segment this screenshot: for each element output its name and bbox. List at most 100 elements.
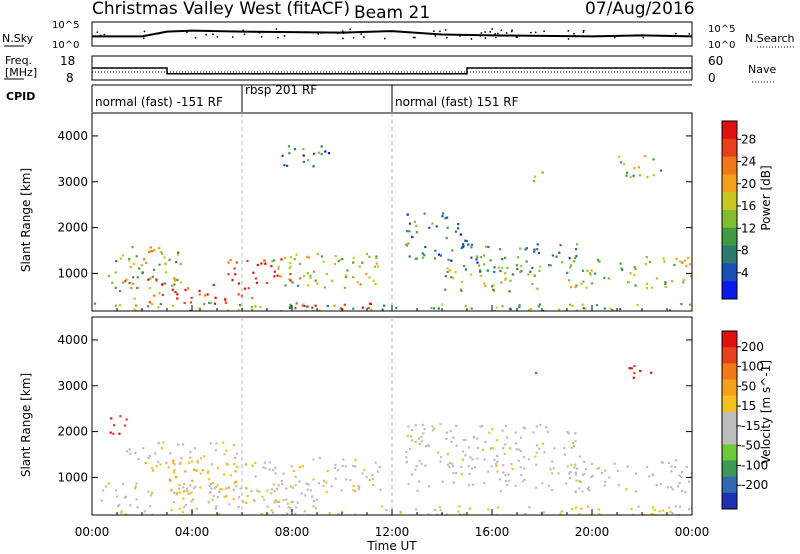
data-cell xyxy=(144,462,147,465)
data-cell xyxy=(408,448,412,451)
data-cell xyxy=(517,459,520,462)
data-cell xyxy=(296,284,299,287)
data-cell xyxy=(573,466,576,469)
x-tick-label: 04:00 xyxy=(175,525,210,539)
colorbar-segment xyxy=(722,476,737,494)
data-cell xyxy=(533,175,537,178)
data-cell xyxy=(500,281,503,284)
data-cell xyxy=(164,263,167,266)
nsky-point xyxy=(479,34,482,37)
nsky-point xyxy=(186,31,188,34)
data-cell xyxy=(470,307,473,310)
data-cell xyxy=(669,510,672,513)
data-cell xyxy=(536,287,539,290)
data-cell xyxy=(288,278,291,281)
data-cell xyxy=(677,485,680,488)
data-cell xyxy=(280,479,284,483)
data-cell xyxy=(685,465,688,469)
nsky-point xyxy=(194,36,197,39)
data-cell xyxy=(286,164,289,167)
data-cell xyxy=(291,486,295,489)
data-cell xyxy=(444,217,447,220)
data-cell xyxy=(572,260,576,263)
data-cell xyxy=(334,255,337,258)
data-cell xyxy=(574,473,578,476)
nsky-point xyxy=(510,30,513,33)
data-cell xyxy=(497,506,500,509)
data-cell xyxy=(250,490,253,493)
data-cell xyxy=(131,246,134,249)
data-cell xyxy=(331,279,334,282)
data-cell xyxy=(496,460,499,463)
data-cell xyxy=(385,509,388,512)
data-cell xyxy=(161,252,164,255)
data-cell xyxy=(423,254,426,257)
data-cell xyxy=(421,423,424,426)
data-cell xyxy=(551,488,554,492)
data-cell xyxy=(107,275,110,278)
colorbar-segment xyxy=(722,395,737,413)
colorbar-tick-label: -50 xyxy=(741,439,761,453)
data-cell xyxy=(339,307,342,310)
data-cell xyxy=(446,216,449,219)
data-cell xyxy=(251,308,254,311)
data-cell xyxy=(135,304,138,307)
data-cell xyxy=(218,490,221,493)
data-cell xyxy=(379,488,382,491)
data-cell xyxy=(172,501,175,504)
nsky-point xyxy=(349,28,352,31)
data-cell xyxy=(242,500,245,503)
data-cell xyxy=(427,513,430,515)
data-cell xyxy=(134,487,137,490)
data-cell xyxy=(645,287,648,290)
data-cell xyxy=(632,174,635,177)
data-cell xyxy=(519,247,522,250)
nsky-point xyxy=(99,34,102,37)
data-cell xyxy=(168,258,171,261)
nsky-label: N.Sky xyxy=(2,32,34,45)
data-cell xyxy=(495,465,498,468)
colorbar-segment xyxy=(722,121,737,140)
data-cell xyxy=(352,276,355,279)
data-cell xyxy=(214,296,217,299)
data-cell xyxy=(586,487,590,491)
data-cell xyxy=(193,468,196,471)
data-cell xyxy=(354,490,357,493)
data-cell xyxy=(333,466,337,470)
data-cell xyxy=(276,274,279,277)
data-cell xyxy=(478,269,482,272)
data-cell xyxy=(427,485,430,488)
data-cell xyxy=(149,494,153,497)
data-cell xyxy=(210,487,213,490)
data-cell xyxy=(452,465,455,468)
data-cell xyxy=(314,279,317,282)
data-cell xyxy=(254,461,257,464)
data-cell xyxy=(290,256,293,259)
data-cell xyxy=(546,430,549,433)
data-cell xyxy=(433,257,436,260)
nsky-point xyxy=(494,32,497,35)
data-cell xyxy=(352,485,355,488)
data-cell xyxy=(214,486,217,489)
data-cell xyxy=(475,255,478,258)
data-cell xyxy=(521,480,524,483)
data-cell xyxy=(178,507,181,510)
date-label: 07/Aug/2016 xyxy=(585,0,695,19)
data-cell xyxy=(582,280,585,283)
data-cell xyxy=(170,284,174,287)
data-cell xyxy=(290,465,293,468)
data-cell xyxy=(135,482,138,485)
data-cell xyxy=(608,476,611,479)
data-cell xyxy=(305,482,308,485)
data-cell xyxy=(341,464,344,467)
data-cell xyxy=(483,458,486,461)
data-cell xyxy=(121,281,125,284)
colorbar-segment xyxy=(722,347,737,364)
data-cell xyxy=(119,257,123,260)
data-cell xyxy=(670,465,673,468)
data-cell xyxy=(294,307,297,310)
data-cell xyxy=(271,260,274,263)
data-cell xyxy=(260,262,263,265)
data-cell xyxy=(148,301,152,304)
data-cell xyxy=(151,513,154,515)
